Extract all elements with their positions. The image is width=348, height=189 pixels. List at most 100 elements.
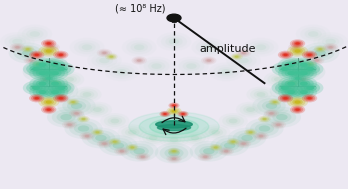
Text: amplitude: amplitude <box>199 44 255 54</box>
Circle shape <box>300 27 326 41</box>
Circle shape <box>240 51 247 55</box>
Circle shape <box>304 52 315 58</box>
Circle shape <box>78 125 89 132</box>
Circle shape <box>132 56 147 65</box>
Circle shape <box>259 135 263 137</box>
Circle shape <box>30 65 43 73</box>
Circle shape <box>58 97 63 99</box>
Circle shape <box>67 123 72 126</box>
Circle shape <box>37 63 40 65</box>
Circle shape <box>275 64 295 74</box>
Circle shape <box>243 106 258 114</box>
Circle shape <box>165 37 183 46</box>
Circle shape <box>40 80 78 101</box>
Circle shape <box>168 108 180 114</box>
Circle shape <box>259 125 270 132</box>
Circle shape <box>296 67 316 77</box>
Circle shape <box>45 57 60 64</box>
Circle shape <box>250 88 272 101</box>
Circle shape <box>101 51 108 55</box>
Circle shape <box>246 107 255 112</box>
Circle shape <box>45 87 65 98</box>
Ellipse shape <box>139 115 209 138</box>
Circle shape <box>15 46 20 49</box>
Circle shape <box>95 135 106 141</box>
Circle shape <box>235 56 252 65</box>
Circle shape <box>42 85 68 99</box>
Circle shape <box>226 51 261 70</box>
Circle shape <box>209 144 222 151</box>
Circle shape <box>281 78 301 89</box>
Circle shape <box>308 31 318 37</box>
Circle shape <box>300 63 308 67</box>
Circle shape <box>41 54 63 67</box>
Circle shape <box>234 55 240 58</box>
Circle shape <box>299 77 307 81</box>
Circle shape <box>256 44 266 50</box>
Circle shape <box>46 100 52 104</box>
Circle shape <box>104 62 139 81</box>
Circle shape <box>279 85 298 96</box>
Circle shape <box>255 133 267 139</box>
Circle shape <box>191 38 226 57</box>
Circle shape <box>43 106 54 113</box>
Circle shape <box>57 95 68 101</box>
Circle shape <box>27 64 56 80</box>
Circle shape <box>278 76 304 91</box>
Circle shape <box>302 51 317 59</box>
Circle shape <box>238 141 249 147</box>
Circle shape <box>80 91 94 98</box>
Circle shape <box>297 70 310 77</box>
Circle shape <box>110 139 120 144</box>
Circle shape <box>26 57 37 64</box>
Circle shape <box>311 57 323 64</box>
Circle shape <box>291 82 294 84</box>
Circle shape <box>161 34 187 49</box>
Circle shape <box>140 156 145 158</box>
Circle shape <box>101 142 108 146</box>
Circle shape <box>291 57 317 72</box>
Circle shape <box>204 44 214 50</box>
Circle shape <box>184 132 206 144</box>
Ellipse shape <box>150 119 198 135</box>
Circle shape <box>46 108 51 111</box>
Circle shape <box>292 40 303 47</box>
Circle shape <box>71 103 82 109</box>
Circle shape <box>42 66 68 81</box>
Circle shape <box>32 68 52 79</box>
Circle shape <box>99 50 110 56</box>
Circle shape <box>221 148 232 154</box>
Circle shape <box>178 59 205 73</box>
Circle shape <box>297 80 310 87</box>
Circle shape <box>283 54 288 56</box>
Circle shape <box>238 58 249 63</box>
Circle shape <box>313 58 321 63</box>
Circle shape <box>169 39 179 44</box>
Circle shape <box>290 39 305 48</box>
Circle shape <box>245 118 284 139</box>
Circle shape <box>168 156 180 162</box>
Circle shape <box>48 81 74 95</box>
Circle shape <box>26 82 46 93</box>
Circle shape <box>263 118 266 120</box>
Circle shape <box>278 94 293 102</box>
Circle shape <box>294 68 314 79</box>
Circle shape <box>230 53 256 68</box>
Circle shape <box>51 71 59 75</box>
Circle shape <box>278 94 293 102</box>
Circle shape <box>110 119 119 123</box>
Circle shape <box>27 58 35 63</box>
Circle shape <box>325 39 336 44</box>
Circle shape <box>32 59 52 70</box>
Circle shape <box>62 121 77 129</box>
Circle shape <box>196 40 222 54</box>
Circle shape <box>235 56 238 58</box>
Circle shape <box>157 32 191 51</box>
Circle shape <box>69 121 98 136</box>
Circle shape <box>32 61 45 68</box>
Circle shape <box>49 80 62 87</box>
Circle shape <box>224 150 229 153</box>
Circle shape <box>134 148 145 154</box>
Circle shape <box>280 52 291 58</box>
Circle shape <box>25 47 31 51</box>
